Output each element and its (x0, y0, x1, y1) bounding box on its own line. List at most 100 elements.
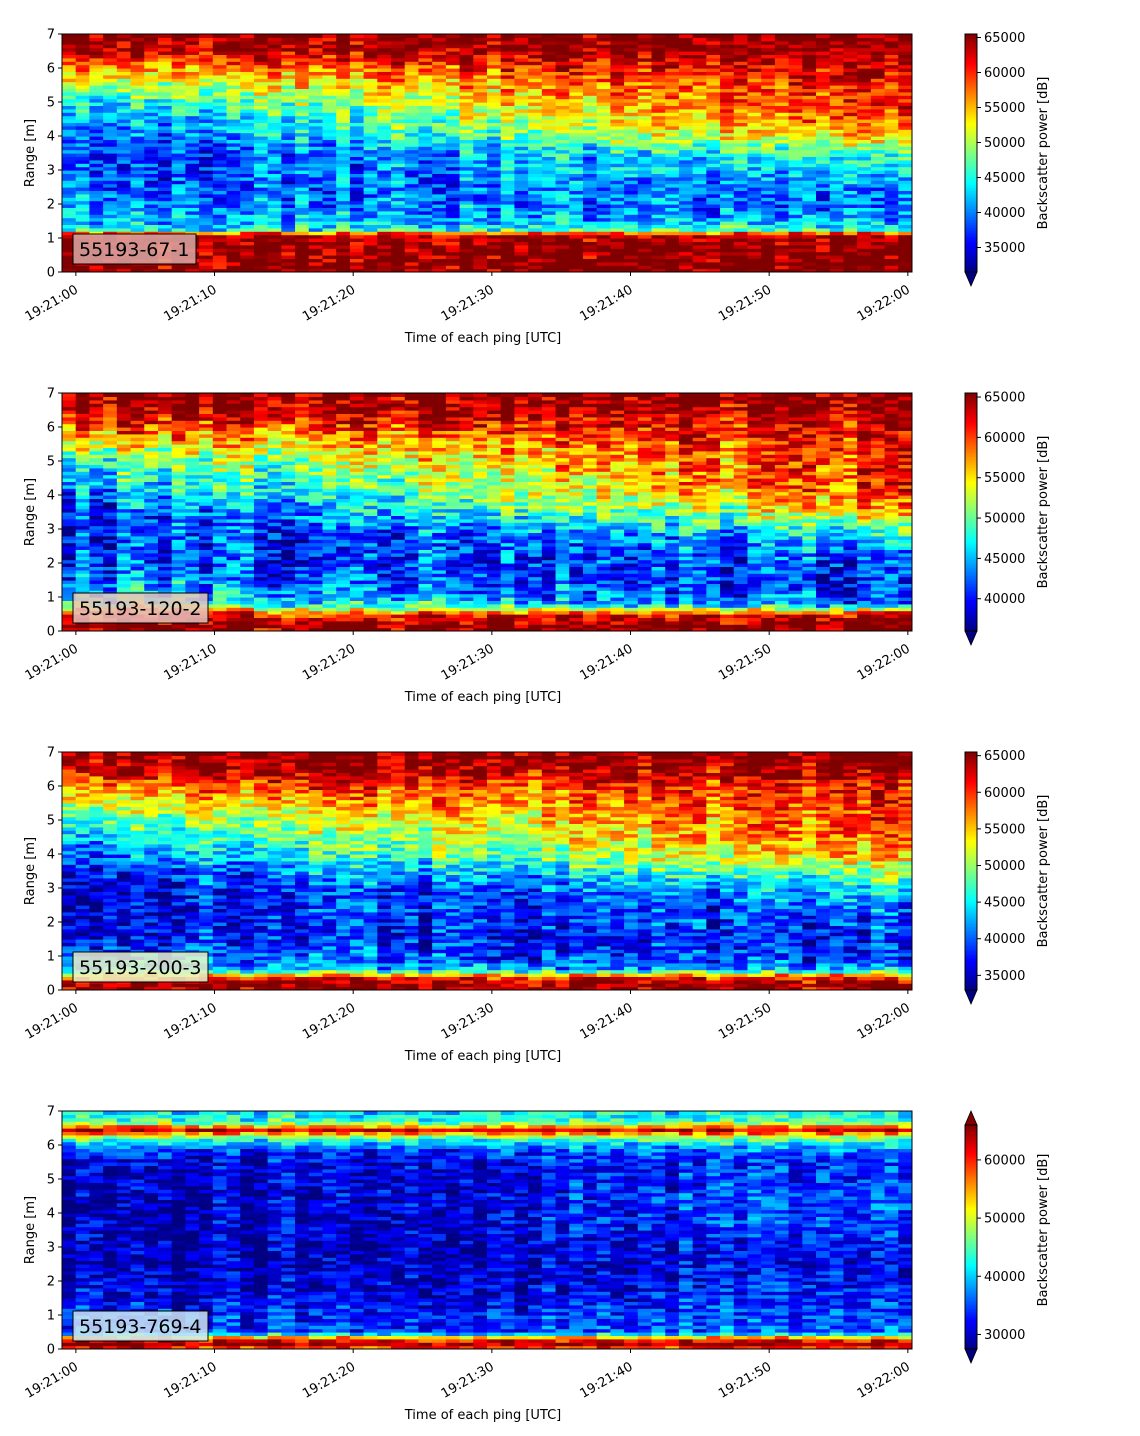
heatmap-cell (212, 183, 228, 188)
heatmap-cell (62, 580, 77, 584)
heatmap-cell (212, 57, 228, 62)
heatmap-cell (665, 44, 680, 49)
heatmap-cell (103, 423, 118, 428)
heatmap-cell (62, 620, 77, 625)
heatmap-cell (171, 221, 186, 225)
heatmap-cell (363, 217, 378, 222)
heatmap-cell (692, 214, 707, 219)
heatmap-cell (295, 40, 310, 45)
heatmap-cell (720, 180, 735, 185)
heatmap-cell (706, 204, 721, 208)
heatmap-cell (720, 238, 735, 242)
heatmap-cell (747, 51, 762, 55)
heatmap-cell (733, 238, 749, 242)
heatmap-cell (281, 261, 296, 266)
heatmap-cell (62, 47, 77, 52)
heatmap-cell (678, 71, 694, 76)
heatmap-cell (171, 142, 186, 147)
heatmap-cell (89, 176, 104, 181)
heatmap-cell (541, 91, 557, 96)
heatmap-cell (528, 153, 543, 157)
heatmap-cell (678, 207, 694, 212)
heatmap-cell (295, 153, 310, 157)
heatmap-cell (89, 444, 104, 448)
heatmap-cell (678, 258, 694, 263)
heatmap-cell (349, 268, 365, 272)
heatmap-cell (514, 238, 529, 242)
heatmap-cell (487, 54, 502, 59)
heatmap-cell (363, 136, 378, 140)
heatmap-cell (747, 221, 762, 225)
heatmap-cell (802, 139, 817, 144)
heatmap-cell (130, 136, 145, 140)
heatmap-cell (171, 180, 186, 185)
heatmap-cell (89, 214, 104, 219)
heatmap-cell (665, 258, 680, 263)
heatmap-cell (843, 81, 858, 86)
heatmap-cell (733, 71, 749, 76)
heatmap-cell (870, 81, 886, 86)
y-tick-label: 1 (47, 232, 55, 247)
heatmap-cell (788, 255, 803, 259)
heatmap-cell (816, 170, 831, 174)
heatmap-cell (363, 78, 378, 83)
colorbar-tick-label: 35000 (984, 241, 1025, 256)
heatmap-cell (89, 586, 104, 591)
heatmap-cell (418, 193, 433, 198)
heatmap-cell (857, 204, 872, 208)
heatmap-cell (706, 71, 721, 76)
heatmap-cell (706, 190, 721, 195)
heatmap-cell (541, 258, 557, 263)
heatmap-cell (103, 457, 118, 462)
heatmap-cell (418, 98, 433, 103)
heatmap-cell (62, 241, 77, 246)
heatmap-cell (116, 498, 132, 503)
heatmap-cell (528, 44, 543, 49)
heatmap-cell (610, 234, 625, 239)
heatmap-cell (665, 132, 680, 137)
heatmap-cell (884, 125, 899, 130)
heatmap-cell (171, 159, 186, 164)
heatmap-cell (226, 57, 241, 62)
heatmap-cell (62, 576, 77, 581)
heatmap-cell (555, 68, 570, 72)
heatmap-cell (185, 153, 200, 157)
heatmap-cell (103, 444, 118, 448)
heatmap-cell (199, 102, 214, 106)
heatmap-cell (62, 416, 77, 421)
heatmap-cell (802, 261, 817, 266)
heatmap-cell (555, 142, 570, 147)
heatmap-cell (678, 132, 694, 137)
heatmap-cell (829, 105, 845, 110)
heatmap-cell (500, 115, 516, 120)
heatmap-cell (678, 139, 694, 144)
heatmap-cell (857, 57, 872, 62)
heatmap-cell (171, 187, 186, 191)
heatmap-cell (157, 180, 173, 185)
heatmap-cell (240, 261, 255, 266)
heatmap-cell (404, 119, 420, 123)
heatmap-cell (199, 125, 214, 130)
heatmap-cell (404, 129, 420, 134)
heatmap-cell (253, 187, 269, 191)
heatmap-cell (199, 108, 214, 113)
heatmap-cell (829, 163, 845, 168)
heatmap-cell (898, 170, 912, 174)
heatmap-cell (692, 258, 707, 263)
heatmap-cell (432, 142, 447, 147)
heatmap-cell (747, 44, 762, 49)
heatmap-cell (678, 153, 694, 157)
heatmap-cell (733, 207, 749, 212)
heatmap-cell (473, 187, 488, 191)
heatmap-cell (857, 217, 872, 222)
heatmap-cell (322, 153, 337, 157)
heatmap-cell (308, 34, 324, 38)
heatmap-cell (569, 238, 584, 242)
heatmap-cell (336, 95, 351, 100)
heatmap-cell (459, 156, 474, 161)
heatmap-cell (295, 88, 310, 93)
heatmap-cell (555, 224, 570, 229)
heatmap-cell (733, 51, 749, 55)
heatmap-cell (541, 210, 557, 215)
heatmap-cell (514, 166, 529, 171)
